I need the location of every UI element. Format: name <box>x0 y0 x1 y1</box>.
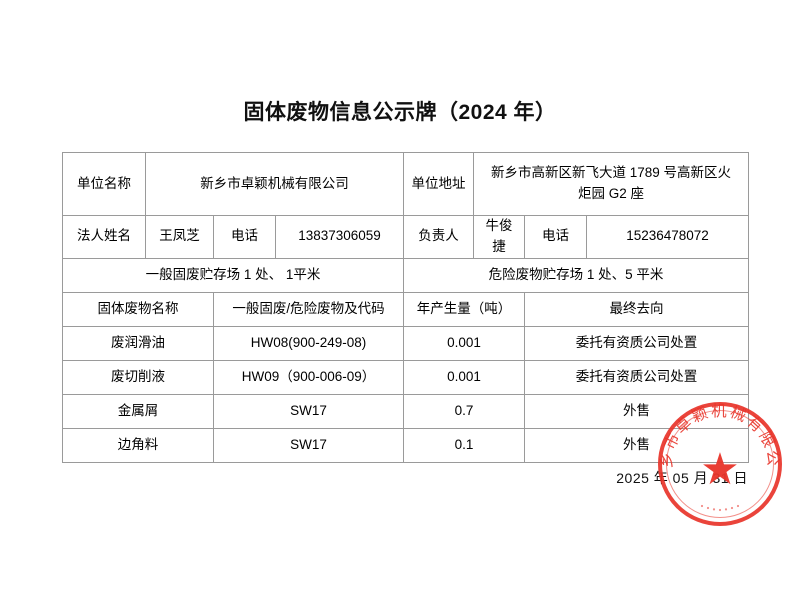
legal-person-phone-value: 13837306059 <box>274 215 405 259</box>
waste-destination: 外售 <box>524 393 750 429</box>
column-header-destination: 最终去向 <box>524 291 750 327</box>
unit-address-line2: 炬园 G2 座 <box>578 186 645 201</box>
issue-date: 2025 年 05 月 31 日 <box>616 470 748 486</box>
waste-name: 金属屑 <box>62 393 214 429</box>
legal-person-label: 法人姓名 <box>62 215 146 259</box>
waste-code: SW17 <box>212 393 405 429</box>
waste-info-table: 单位名称 新乡市卓颖机械有限公司 单位地址 新乡市高新区新飞大道 1789 号高… <box>61 152 750 463</box>
table-row-contacts: 法人姓名 王凤芝 电话 13837306059 负责人 牛俊捷 电话 15236… <box>62 215 750 259</box>
waste-code: HW08(900-249-08) <box>212 325 405 361</box>
legal-person-phone-label: 电话 <box>213 215 276 259</box>
page-title: 固体废物信息公示牌（2024 年） <box>243 101 557 124</box>
manager-label: 负责人 <box>403 215 475 259</box>
column-header-waste-name: 固体废物名称 <box>62 291 214 327</box>
column-header-annual-amount: 年产生量（吨） <box>403 291 526 327</box>
waste-destination: 外售 <box>524 427 750 463</box>
waste-code: SW17 <box>212 427 405 463</box>
manager-phone-label: 电话 <box>524 215 588 259</box>
waste-name: 边角料 <box>62 427 214 463</box>
table-row: 废切削液 HW09（900-006-09） 0.001 委托有资质公司处置 <box>62 359 750 395</box>
hazardous-waste-storage: 危险废物贮存场 1 处、5 平米 <box>403 257 750 293</box>
waste-name: 废切削液 <box>62 359 214 395</box>
manager-value: 牛俊捷 <box>473 215 526 259</box>
waste-code: HW09（900-006-09） <box>212 359 405 395</box>
general-waste-storage: 一般固废贮存场 1 处、 1平米 <box>61 257 405 293</box>
table-header-row: 固体废物名称 一般固废/危险废物及代码 年产生量（吨） 最终去向 <box>62 291 750 327</box>
waste-info-table-container: 单位名称 新乡市卓颖机械有限公司 单位地址 新乡市高新区新飞大道 1789 号高… <box>61 152 750 463</box>
waste-amount: 0.7 <box>403 393 526 429</box>
waste-amount: 0.001 <box>403 359 526 395</box>
waste-destination: 委托有资质公司处置 <box>524 359 750 395</box>
unit-name-label: 单位名称 <box>62 152 146 216</box>
waste-destination: 委托有资质公司处置 <box>524 325 750 361</box>
table-row-unit: 单位名称 新乡市卓颖机械有限公司 单位地址 新乡市高新区新飞大道 1789 号高… <box>62 152 750 216</box>
table-row: 金属屑 SW17 0.7 外售 <box>62 393 750 429</box>
table-row-storage: 一般固废贮存场 1 处、 1平米 危险废物贮存场 1 处、5 平米 <box>61 257 750 293</box>
unit-name-value: 新乡市卓颖机械有限公司 <box>144 152 405 216</box>
waste-amount: 0.001 <box>403 325 526 361</box>
table-row: 边角料 SW17 0.1 外售 <box>62 427 750 463</box>
column-header-waste-code: 一般固废/危险废物及代码 <box>212 291 405 327</box>
unit-address-line1: 新乡市高新区新飞大道 1789 号高新区火 <box>491 165 732 181</box>
waste-amount: 0.1 <box>403 427 526 463</box>
unit-address-value: 新乡市高新区新飞大道 1789 号高新区火 炬园 G2 座 <box>473 152 750 216</box>
waste-name: 废润滑油 <box>62 325 214 361</box>
table-row: 废润滑油 HW08(900-249-08) 0.001 委托有资质公司处置 <box>62 325 750 361</box>
legal-person-value: 王凤芝 <box>145 215 214 259</box>
manager-phone-value: 15236478072 <box>586 215 750 259</box>
unit-address-label: 单位地址 <box>403 152 475 216</box>
